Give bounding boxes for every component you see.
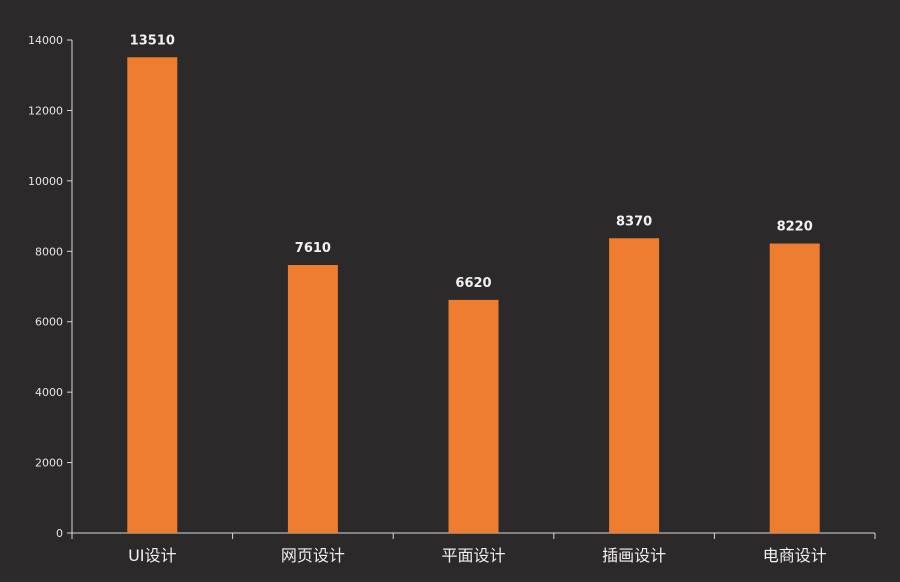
data-label: 13510 xyxy=(130,33,175,48)
y-tick-label: 12000 xyxy=(28,104,63,117)
y-axis: 0 2000 4000 6000 8000 10000 12000 14000 xyxy=(28,34,73,540)
x-axis: UI设计 网页设计 平面设计 插画设计 电商设计 xyxy=(71,532,876,565)
data-label: 8220 xyxy=(777,220,813,235)
y-tick-label: 2000 xyxy=(35,457,63,470)
y-tick-label: 0 xyxy=(56,527,63,540)
bar xyxy=(769,243,820,533)
y-tick-label: 8000 xyxy=(35,245,63,258)
y-tick-label: 10000 xyxy=(28,175,63,188)
y-tick-label: 14000 xyxy=(28,34,63,47)
x-tick-label: 平面设计 xyxy=(441,546,505,565)
data-label: 6620 xyxy=(455,276,491,291)
x-tick-label: 网页设计 xyxy=(281,546,345,565)
data-label: 8370 xyxy=(616,214,652,229)
x-tick-label: 电商设计 xyxy=(763,546,827,565)
bars xyxy=(127,57,820,534)
bar xyxy=(127,57,178,533)
x-tick-label: 插画设计 xyxy=(602,546,666,565)
bar xyxy=(448,299,499,533)
y-tick-label: 4000 xyxy=(35,386,63,399)
bar xyxy=(609,238,660,534)
data-labels: 13510 7610 6620 8370 8220 xyxy=(130,33,813,291)
y-tick-label: 6000 xyxy=(35,316,63,329)
x-tick-label: UI设计 xyxy=(128,546,176,565)
bar xyxy=(287,265,338,533)
data-label: 7610 xyxy=(295,241,331,256)
